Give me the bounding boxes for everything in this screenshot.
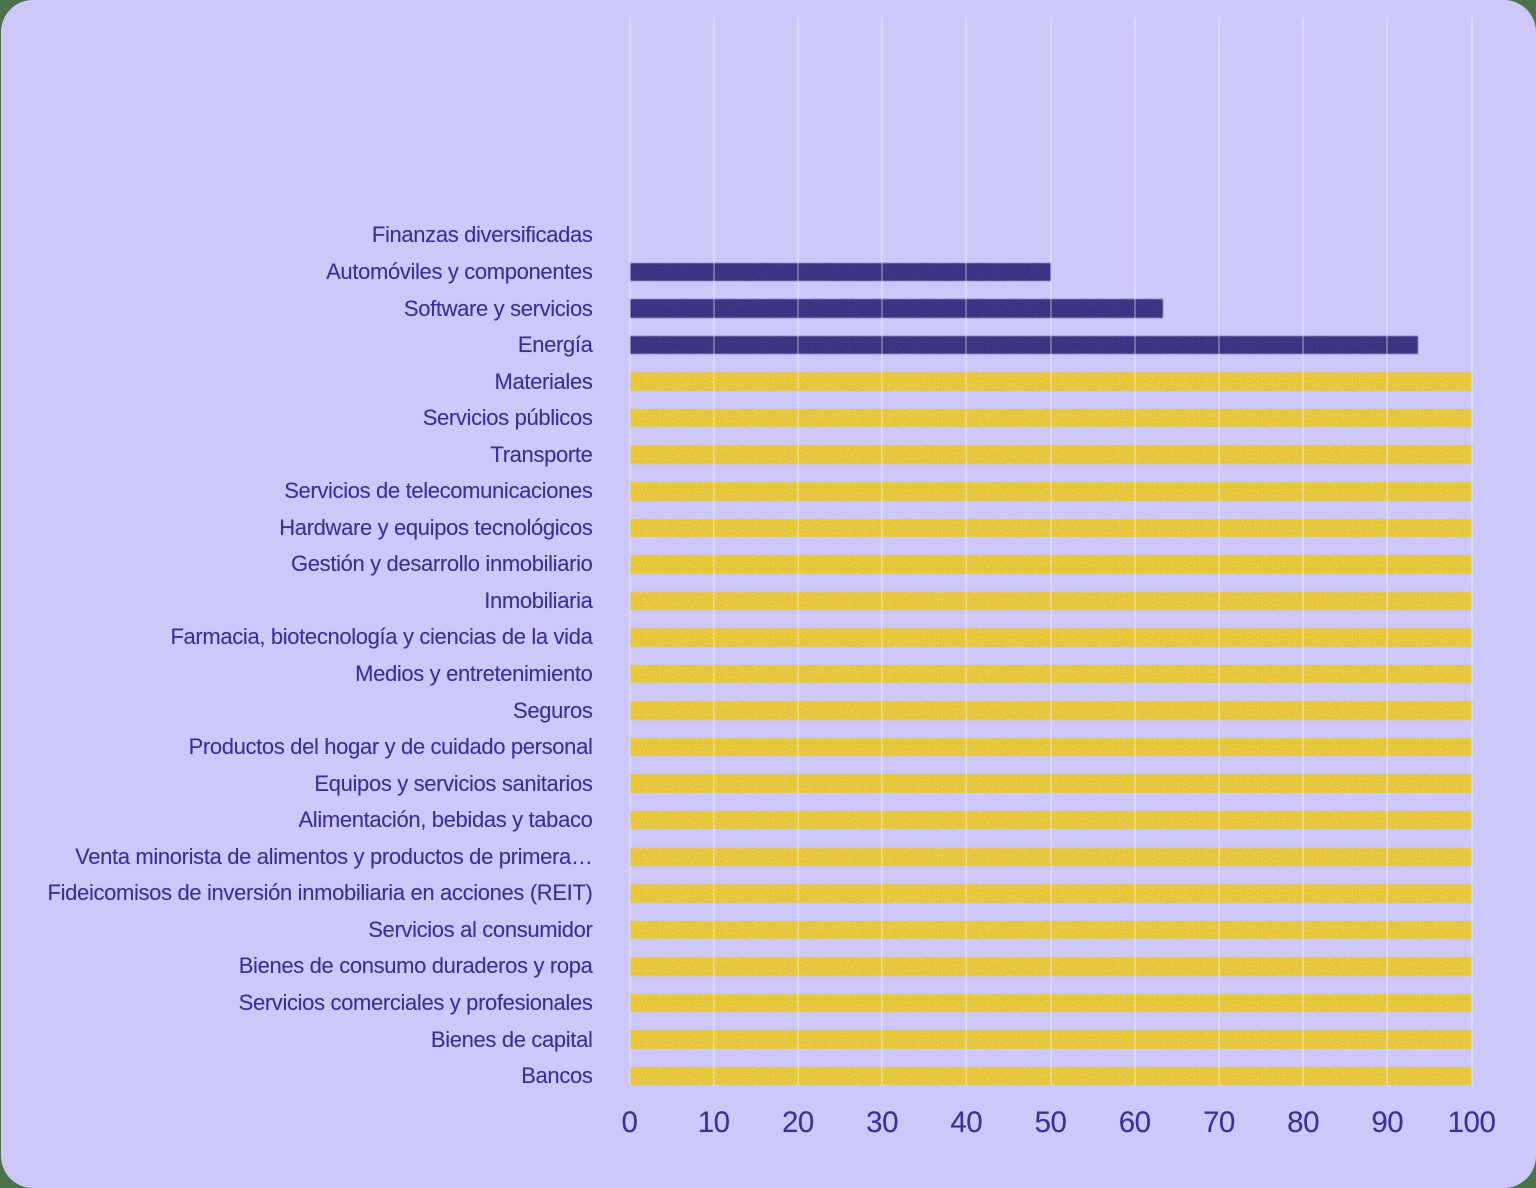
category-label: Materiales (494, 368, 593, 394)
category-label: Fideicomisos de inversión inmobiliaria e… (47, 880, 593, 906)
gridline (1133, 17, 1136, 1086)
gridline (1049, 17, 1052, 1086)
category-label: Seguros (513, 697, 593, 723)
category-label: Alimentación, bebidas y tabaco (298, 807, 593, 833)
bar (629, 408, 1472, 428)
x-tick-label: 50 (1034, 1105, 1067, 1139)
gridline (628, 17, 631, 1086)
gridline (796, 17, 799, 1086)
bar (629, 701, 1472, 720)
bar (629, 774, 1472, 793)
bar (629, 993, 1472, 1013)
gridline (1302, 17, 1305, 1086)
bar (629, 555, 1472, 574)
bar (629, 299, 1164, 318)
category-label: Automóviles y componentes (326, 258, 593, 284)
x-tick-label: 20 (781, 1105, 814, 1139)
category-label: Productos del hogar y de cuidado persona… (188, 734, 593, 760)
gridline (965, 17, 968, 1086)
category-label: Finanzas diversificadas (371, 222, 593, 248)
bar (629, 920, 1472, 940)
bar (629, 262, 1051, 282)
bar (629, 847, 1472, 866)
bar (629, 957, 1472, 976)
x-tick-label: 70 (1202, 1105, 1235, 1139)
bar (629, 372, 1472, 391)
x-tick-label: 90 (1371, 1105, 1404, 1139)
bar (629, 1030, 1472, 1049)
category-label: Hardware y equipos tecnológicos (279, 514, 593, 540)
gridline (712, 17, 715, 1086)
bar (629, 884, 1472, 903)
bar (629, 482, 1472, 501)
category-label: Medios y entretenimiento (355, 661, 593, 686)
bar (629, 664, 1472, 684)
category-label: Venta minorista de alimentos y productos… (75, 843, 593, 869)
x-tick-label: 0 (621, 1105, 638, 1139)
category-label: Bienes de consumo duraderos y ropa (238, 953, 593, 979)
category-label: Farmacia, biotecnología y ciencias de la… (170, 624, 593, 650)
x-tick-label: 10 (697, 1105, 730, 1139)
bar (629, 445, 1472, 464)
x-tick-label: 30 (866, 1105, 898, 1139)
bar (629, 518, 1472, 538)
category-label: Servicios públicos (422, 405, 593, 431)
category-label: Servicios al consumidor (368, 916, 593, 942)
bar (629, 628, 1472, 647)
gridline (1217, 17, 1220, 1086)
bar (629, 591, 1472, 611)
category-label: Software y servicios (403, 295, 593, 321)
x-tick-label: 100 (1447, 1105, 1496, 1139)
category-label: Servicios de telecomunicaciones (284, 478, 593, 504)
bar (629, 737, 1472, 757)
bar (629, 335, 1419, 355)
gridline (881, 17, 884, 1086)
category-label: Bancos (521, 1063, 593, 1089)
x-tick-label: 40 (950, 1105, 983, 1139)
category-label: Energía (517, 332, 593, 358)
category-label: Servicios comerciales y profesionales (238, 989, 593, 1015)
category-label: Inmobiliaria (484, 587, 593, 613)
x-tick-label: 60 (1118, 1105, 1151, 1139)
category-label: Bienes de capital (430, 1026, 593, 1052)
category-label: Gestión y desarrollo inmobiliario (291, 551, 593, 577)
gridline (1386, 17, 1389, 1086)
bar (629, 1066, 1472, 1086)
x-tick-label: 80 (1287, 1105, 1319, 1139)
gridline (1470, 17, 1473, 1086)
category-label: Equipos y servicios sanitarios (314, 770, 593, 796)
category-label: Transporte (490, 441, 593, 467)
bar (629, 810, 1472, 830)
